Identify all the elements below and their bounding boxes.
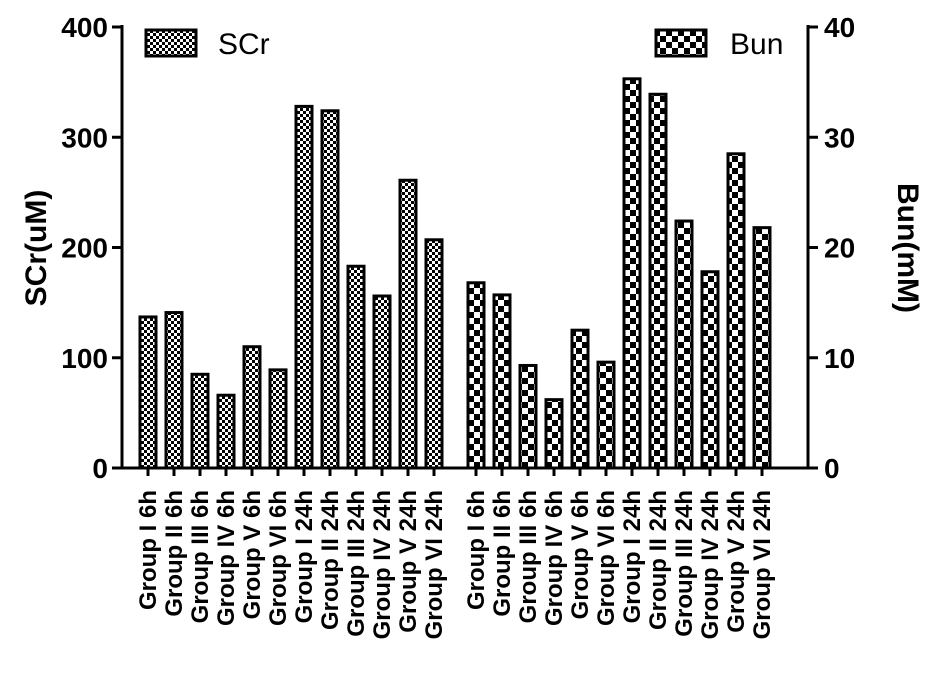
axes-group: 0 100 200 300 400 0 10 20 30 40 [61, 12, 855, 484]
bar-bun-group-vi-6h [596, 360, 616, 470]
category-label: Group IV 6h [213, 490, 240, 626]
right-tick-label: 20 [824, 233, 855, 264]
category-label: Group IV 24h [369, 490, 396, 639]
category-label: Group V 24h [395, 490, 422, 633]
bars-group [138, 77, 772, 470]
bar-bun-group-ii-6h [492, 293, 512, 470]
bar-bun-group-vi-24h [752, 226, 772, 470]
left-tick-label: 200 [61, 233, 108, 264]
bar-scr-group-iii-24h [346, 264, 366, 470]
legend-bun-swatch [654, 28, 708, 58]
bar-scr-group-iv-24h [372, 294, 392, 470]
bar-scr-group-ii-24h [320, 109, 340, 470]
category-label: Group I 24h [291, 490, 318, 623]
left-axis-title: SCr(uM) [20, 190, 53, 307]
legend-scr-label: SCr [218, 28, 270, 61]
bar-bun-group-v-24h [726, 152, 746, 470]
bar-bun-group-i-24h [622, 77, 642, 470]
left-tick-label: 400 [61, 12, 108, 43]
category-label: Group II 6h [161, 490, 188, 617]
category-label: Group VI 24h [421, 490, 448, 639]
bar-bun-group-iii-6h [518, 363, 538, 470]
bar-bun-group-iii-24h [674, 219, 694, 470]
bar-bun-group-ii-24h [648, 92, 668, 470]
legend-bun: Bun [654, 28, 783, 61]
bar-scr-group-v-6h [242, 345, 262, 470]
category-label: Group V 6h [567, 490, 594, 619]
category-label: Group II 24h [317, 490, 344, 630]
category-label: Group V 6h [239, 490, 266, 619]
right-tick-label: 30 [824, 122, 855, 153]
bar-scr-group-i-24h [294, 104, 314, 470]
bar-scr-group-vi-24h [424, 238, 444, 470]
bar-scr-group-i-6h [138, 315, 158, 470]
left-tick-label: 100 [61, 343, 108, 374]
category-label: Group IV 6h [541, 490, 568, 626]
category-label: Group I 6h [463, 490, 490, 610]
category-label: Group VI 6h [593, 490, 620, 626]
right-axis-title: Bun(mM) [891, 183, 924, 313]
category-label: Group III 24h [671, 490, 698, 637]
category-label: Group V 24h [723, 490, 750, 633]
bar-scr-group-iii-6h [190, 372, 210, 470]
category-label: Group IV 24h [697, 490, 724, 639]
bar-bun-group-iv-6h [544, 398, 564, 470]
right-tick-label: 0 [824, 453, 840, 484]
category-label: Group I 6h [135, 490, 162, 610]
bar-scr-group-vi-6h [268, 368, 288, 470]
legend-scr-swatch [144, 28, 198, 58]
category-label: Group VI 6h [265, 490, 292, 626]
legend-scr: SCr [144, 28, 270, 61]
category-label: Group III 6h [515, 490, 542, 623]
left-tick-label: 300 [61, 122, 108, 153]
bar-bun-group-iv-24h [700, 270, 720, 470]
right-tick-label: 10 [824, 343, 855, 374]
category-label: Group II 24h [645, 490, 672, 630]
category-label: Group II 6h [489, 490, 516, 617]
bar-scr-group-ii-6h [164, 311, 184, 470]
bar-scr-group-v-24h [398, 178, 418, 470]
category-label: Group VI 24h [749, 490, 776, 639]
category-label: Group I 24h [619, 490, 646, 623]
left-tick-label: 0 [92, 453, 108, 484]
category-label: Group III 24h [343, 490, 370, 637]
bar-bun-group-i-6h [466, 281, 486, 470]
right-tick-label: 40 [824, 12, 855, 43]
bar-scr-group-iv-6h [216, 393, 236, 470]
bar-bun-group-v-6h [570, 328, 590, 470]
category-labels: Group I 6h Group II 6h Group III 6h Group I… [135, 490, 776, 639]
category-label: Group III 6h [187, 490, 214, 623]
legend-bun-label: Bun [730, 28, 783, 61]
